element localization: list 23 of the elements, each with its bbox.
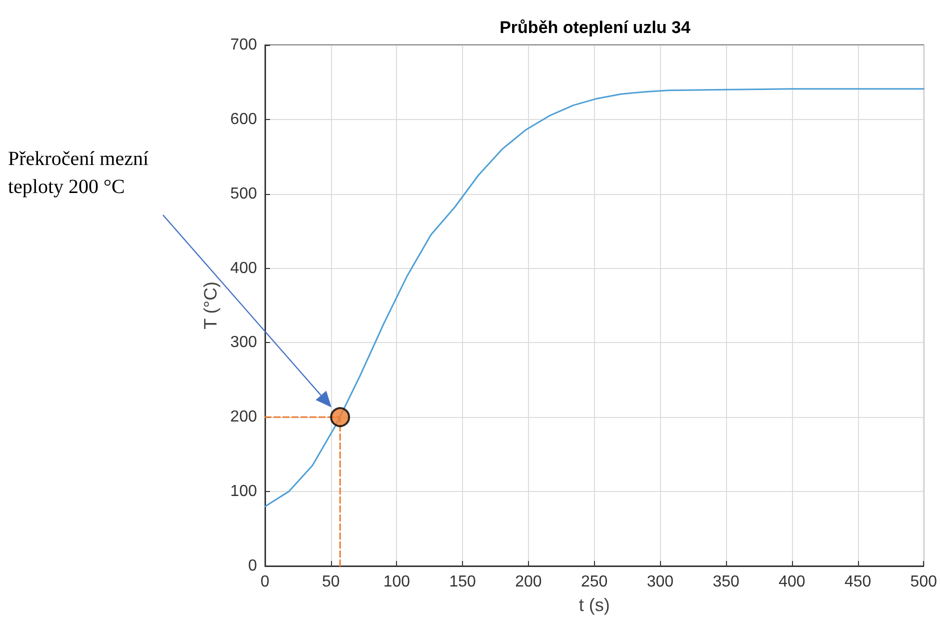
y-tick-label: 700 xyxy=(230,36,258,54)
y-tick-label: 500 xyxy=(230,185,258,202)
y-axis-title: T (°C) xyxy=(200,282,220,330)
y-tick-label: 600 xyxy=(230,110,258,128)
y-tick-label: 100 xyxy=(230,483,258,500)
x-tick-label: 300 xyxy=(646,574,674,590)
x-tick-label: 200 xyxy=(515,574,542,590)
y-tick-label: 200 xyxy=(230,408,258,426)
x-tick-label: 400 xyxy=(778,574,806,590)
x-tick-label: 100 xyxy=(383,574,410,590)
y-tick-label: 0 xyxy=(248,558,258,574)
text: Překročení mezní teploty 200 °C xyxy=(8,147,150,200)
chart-title: Průběh oteplení uzlu 34 xyxy=(500,18,691,37)
y-tick-label: 300 xyxy=(230,334,258,352)
x-tick-label: 0 xyxy=(260,574,270,590)
x-axis-title: t (s) xyxy=(578,595,610,615)
x-tick-label: 450 xyxy=(844,574,872,590)
x-tick-label: 50 xyxy=(322,574,340,590)
y-tick-label: 400 xyxy=(230,260,258,277)
x-tick-label: 150 xyxy=(449,574,476,590)
x-tick-label: 350 xyxy=(712,574,740,590)
x-tick-label: 500 xyxy=(910,574,938,590)
x-tick-label: 250 xyxy=(580,574,608,590)
